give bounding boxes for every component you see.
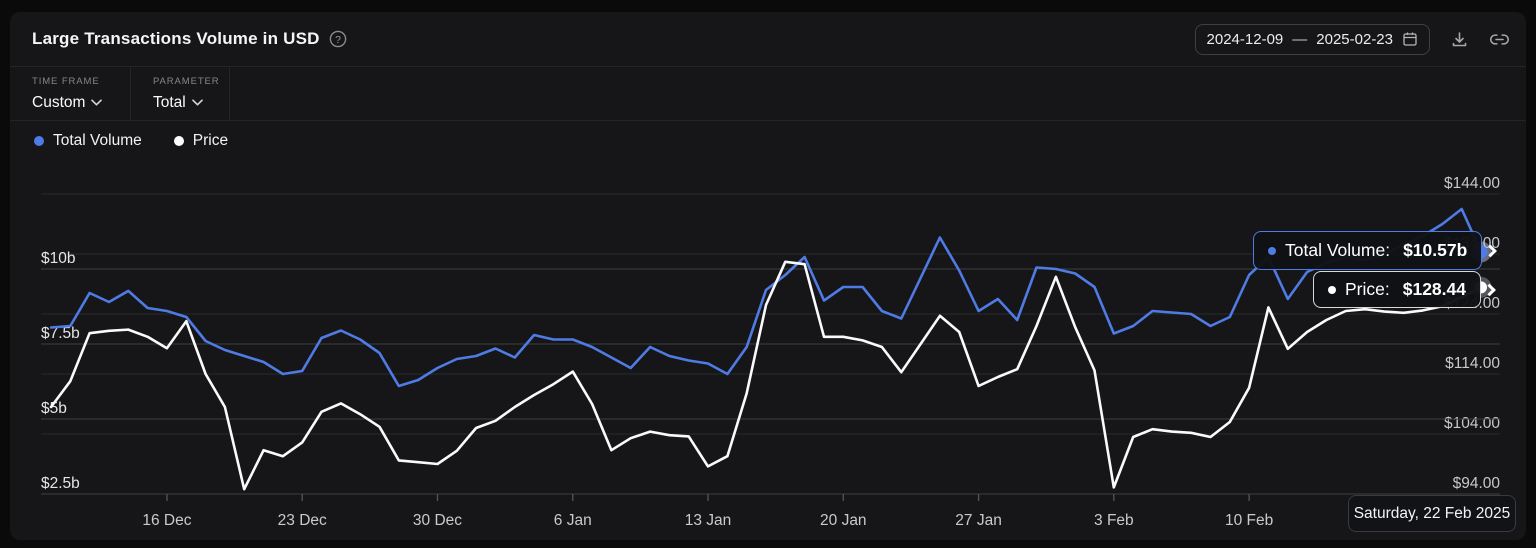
volume-tooltip: Total Volume: $10.57b (1253, 231, 1498, 270)
chevron-down-icon (91, 99, 103, 106)
timeframe-dropdown[interactable]: TIME FRAME Custom (10, 67, 131, 120)
price-tooltip-value: $128.44 (1402, 279, 1466, 299)
copy-link-button[interactable] (1489, 29, 1510, 50)
date-range-picker[interactable]: 2024-12-09 — 2025-02-23 (1194, 23, 1430, 55)
page-title: Large Transactions Volume in USD (32, 29, 320, 48)
x-axis-label: 23 Dec (278, 512, 327, 529)
timeframe-value: Custom (32, 93, 86, 111)
x-axis-label: 6 Jan (554, 512, 592, 529)
svg-text:?: ? (335, 34, 341, 46)
widget-header: Large Transactions Volume in USD ? 2024-… (10, 12, 1526, 67)
controls-row: TIME FRAME Custom PARAMETER Total (10, 67, 1526, 121)
calendar-icon (1402, 31, 1418, 47)
x-axis-label: 30 Dec (413, 512, 462, 529)
right-axis-label: $144.00 (1444, 175, 1500, 192)
timeframe-label: TIME FRAME (32, 75, 100, 87)
date-range-start: 2024-12-09 (1206, 30, 1284, 48)
volume-tooltip-value: $10.57b (1403, 240, 1468, 260)
legend-label: Price (192, 132, 229, 149)
price-legend-dot (173, 136, 184, 146)
legend-item-total-volume[interactable]: Total Volume (34, 132, 142, 150)
help-icon[interactable]: ? (329, 30, 347, 48)
volume-legend-dot (34, 136, 44, 146)
parameter-label: PARAMETER (153, 75, 220, 87)
widget-card: Large Transactions Volume in USD ? 2024-… (10, 12, 1526, 540)
chart-legend: Total Volume Price (10, 127, 1526, 155)
legend-label: Total Volume (53, 132, 142, 149)
link-icon (1501, 33, 1510, 45)
download-button[interactable] (1450, 30, 1469, 49)
header-actions: 2024-12-09 — 2025-02-23 (1194, 23, 1510, 55)
date-range-separator: — (1292, 30, 1308, 48)
x-axis-label: 10 Feb (1225, 512, 1273, 529)
x-axis-label: 20 Jan (820, 512, 867, 529)
x-axis-label: 13 Jan (685, 512, 732, 529)
price-tooltip-dot (1328, 285, 1336, 294)
price-tooltip-label: Price: (1345, 279, 1390, 299)
volume-tooltip-label: Total Volume: (1285, 240, 1391, 260)
parameter-value: Total (153, 93, 186, 111)
x-axis-label: 27 Jan (955, 512, 1002, 529)
date-tooltip: Saturday, 22 Feb 2025 (1348, 495, 1516, 532)
x-axis-label: 3 Feb (1094, 512, 1134, 529)
volume-tooltip-dot (1268, 246, 1276, 255)
price-tooltip: Price: $128.44 (1313, 271, 1496, 308)
parameter-dropdown[interactable]: PARAMETER Total (131, 67, 230, 120)
chevron-down-icon (191, 99, 203, 106)
x-axis-label: 16 Dec (142, 512, 191, 529)
date-range-end: 2025-02-23 (1316, 30, 1393, 48)
legend-item-price[interactable]: Price (173, 132, 229, 150)
